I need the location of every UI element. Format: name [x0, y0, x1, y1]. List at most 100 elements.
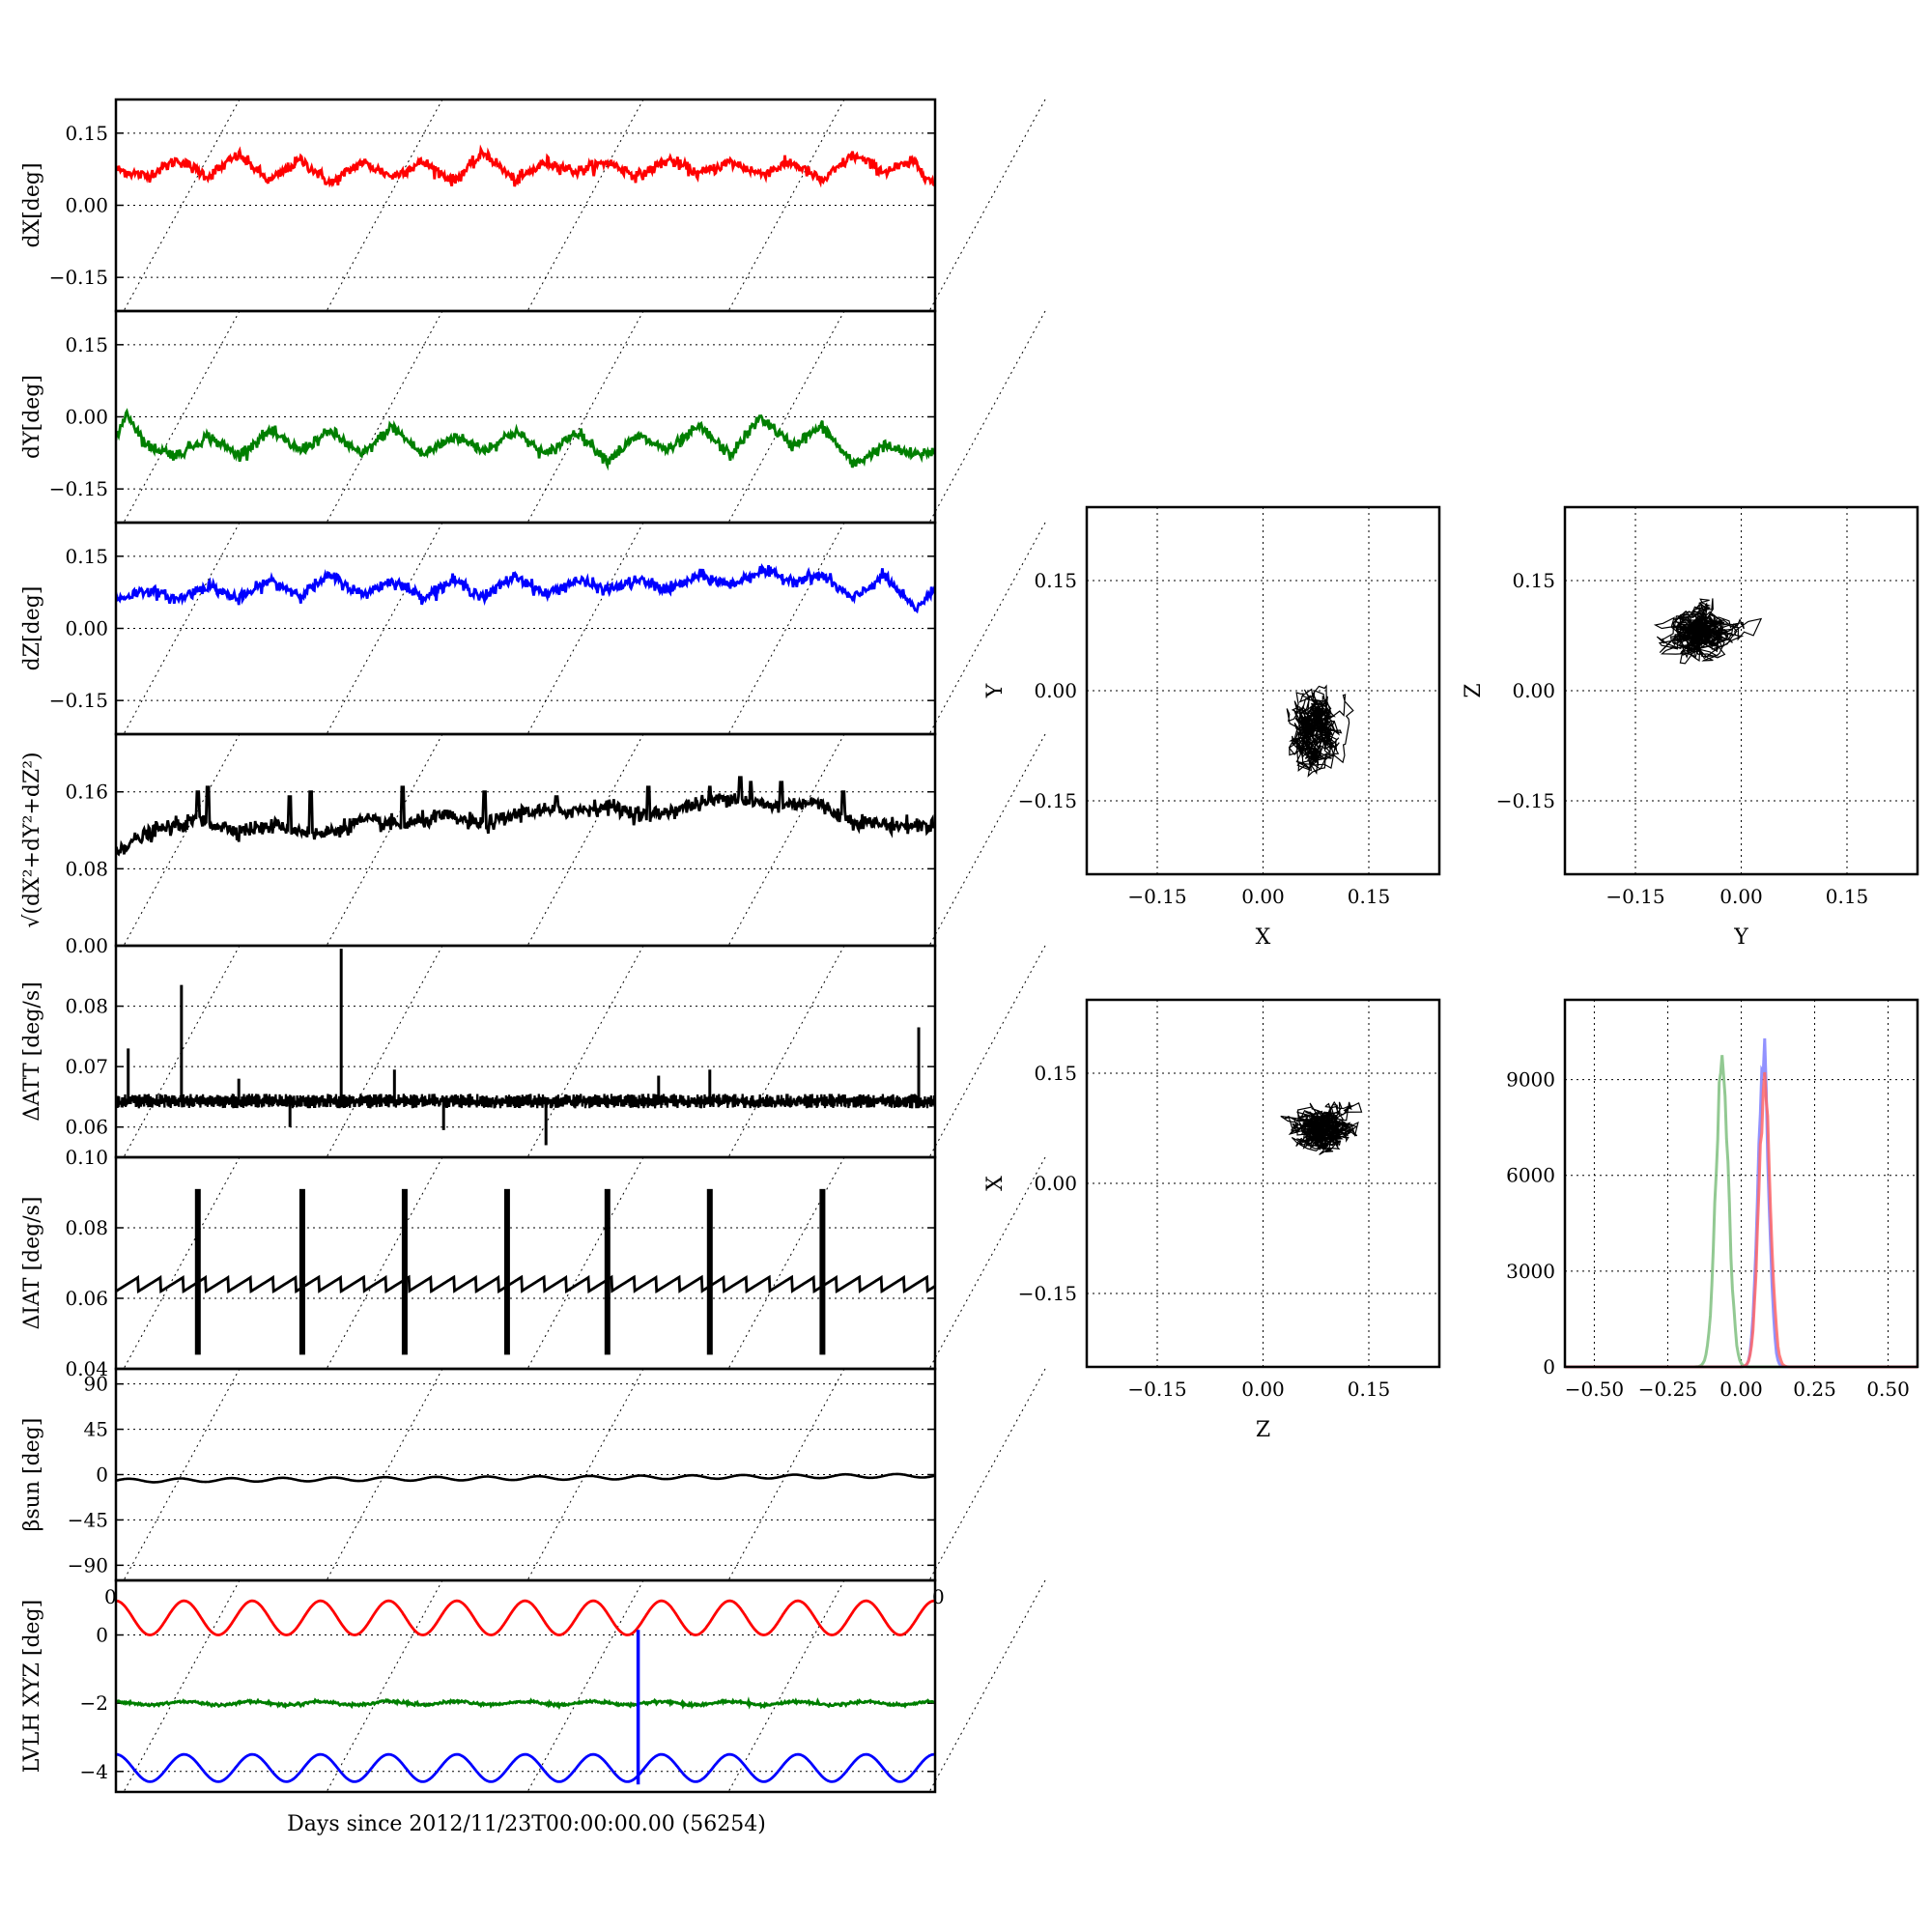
- series-line: [116, 1599, 935, 1636]
- y-tick-label: 0: [1543, 1355, 1555, 1378]
- y-tick-label: 0.00: [1034, 679, 1077, 702]
- y-tick-label: 0.16: [65, 781, 108, 804]
- y-tick-label: −0.15: [49, 266, 108, 289]
- x-gridline: [526, 1156, 644, 1370]
- x-gridline: [727, 733, 845, 947]
- x-tick-label: −0.15: [1605, 885, 1664, 908]
- time-panel-2: −0.15 0.00 0.15 dZ[deg]: [20, 521, 1046, 736]
- series-group: [116, 949, 935, 1146]
- scatter-trace: [1653, 598, 1763, 665]
- x-tick-label: 0.25: [1793, 1378, 1836, 1401]
- scatter-panel-YZ: −0.15 0.00 0.15 −0.15 0.00 0.15 Y Z: [1462, 505, 1919, 950]
- y-tick-label: 0.08: [65, 995, 108, 1018]
- y-tick-label: −0.15: [49, 477, 108, 500]
- y-tick-label: 0.00: [1512, 679, 1555, 702]
- y-tick-label: −4: [80, 1760, 108, 1783]
- y-tick-label: 0.15: [1034, 1062, 1077, 1085]
- histogram-panel: −0.50 −0.25 0.00 0.25 0.50 0 3000 6000 9000: [1506, 998, 1919, 1401]
- y-tick-label: −90: [68, 1553, 108, 1577]
- scatter-trace: [1280, 1100, 1363, 1155]
- y-tick-label: 0.06: [65, 1287, 108, 1310]
- panel-frame: [1563, 505, 1919, 876]
- y-axis-label: LVLH XYZ [deg]: [20, 1600, 44, 1774]
- x-tick-label: 0.50: [1866, 1378, 1910, 1401]
- time-panel-3: 0.00 0.08 0.16 √(dX²+dY²+dZ²): [20, 732, 1046, 957]
- y-axis-label: ΔIAT [deg/s]: [20, 1197, 44, 1330]
- x-tick-label-left: 0: [104, 1585, 117, 1608]
- time-panel-5: 0.04 0.06 0.08 0.10 ΔIAT [deg/s]: [20, 1146, 1046, 1380]
- burst: [706, 1188, 713, 1355]
- x-gridline: [123, 1579, 241, 1793]
- y-tick-label: 0.00: [1034, 1172, 1077, 1195]
- y-tick-label: 0.15: [65, 122, 108, 145]
- y-tick-label: 0.08: [65, 1216, 108, 1239]
- series-line: [116, 1752, 935, 1783]
- y-tick-label: −0.15: [1496, 789, 1555, 812]
- burst: [194, 1188, 201, 1355]
- y-tick-label: 0.15: [1512, 569, 1555, 592]
- x-axis-label: Days since 2012/11/23T00:00:00.00 (56254…: [287, 1812, 766, 1836]
- series-line: [116, 408, 935, 471]
- series-group: [116, 1472, 935, 1484]
- panel-frame: [114, 1578, 937, 1794]
- burst: [819, 1188, 826, 1355]
- time-panel-4: 0.06 0.07 0.08 ΔATT [deg/s]: [20, 944, 1046, 1159]
- x-tick-label-right: 0: [932, 1585, 945, 1608]
- series-group: [116, 144, 935, 188]
- burst: [604, 1188, 611, 1355]
- y-tick-label: 0: [96, 1463, 108, 1487]
- x-axis-label: X: [1256, 925, 1271, 950]
- y-tick-label: 6000: [1506, 1164, 1555, 1187]
- series-group: [116, 563, 935, 614]
- y-tick-label: −0.15: [1018, 1282, 1077, 1305]
- series-group: [116, 1188, 935, 1355]
- x-gridline: [526, 1579, 644, 1793]
- y-tick-label: −0.15: [49, 689, 108, 712]
- y-axis-label: dZ[deg]: [20, 586, 44, 671]
- y-tick-label: 3000: [1506, 1260, 1555, 1283]
- x-tick-label: −0.15: [1127, 885, 1186, 908]
- y-tick-label: 0.00: [65, 617, 108, 640]
- panels: −0.150.000.15dX[deg]−0.150.000.15dY[deg]…: [20, 98, 1919, 1794]
- x-tick-label: 0.00: [1241, 1378, 1285, 1401]
- x-gridline: [326, 733, 443, 947]
- y-tick-label: −2: [80, 1691, 108, 1715]
- y-axis-label: dY[deg]: [20, 375, 44, 459]
- y-tick-label: 0.00: [65, 406, 108, 429]
- y-axis-label: Z: [1462, 683, 1486, 697]
- x-tick-label: 0.00: [1241, 885, 1285, 908]
- y-tick-label: 0.15: [1034, 569, 1077, 592]
- panel-frame: [114, 1155, 937, 1371]
- x-gridline: [928, 99, 1046, 312]
- x-gridline: [928, 1368, 1046, 1581]
- y-tick-label: 0.04: [65, 1357, 108, 1380]
- y-tick-label: 0.15: [65, 545, 108, 568]
- series-line: [116, 144, 935, 188]
- x-gridline: [326, 1579, 443, 1793]
- y-tick-label: 0: [96, 1624, 108, 1647]
- x-tick-label: 0.15: [1348, 885, 1391, 908]
- y-tick-label: 9000: [1506, 1068, 1555, 1092]
- y-tick-label: 90: [84, 1373, 108, 1396]
- series-line: [116, 1472, 935, 1484]
- y-axis-label: ΔATT [deg/s]: [20, 981, 44, 1121]
- y-tick-label: 0.15: [65, 333, 108, 356]
- y-axis-label: βsun [deg]: [20, 1418, 44, 1532]
- y-tick-label: 0.07: [65, 1055, 108, 1078]
- x-gridline: [727, 1156, 845, 1370]
- scatter-trace: [1286, 684, 1354, 778]
- series-line: [116, 563, 935, 614]
- x-gridline: [727, 310, 845, 524]
- panel-frame: [1085, 998, 1441, 1369]
- y-tick-label: 0.06: [65, 1116, 108, 1139]
- x-gridline: [928, 945, 1046, 1158]
- time-panel-0: −0.15 0.00 0.15 dX[deg]: [20, 98, 1046, 313]
- time-panel-1: −0.15 0.00 0.15 dY[deg]: [20, 309, 1046, 525]
- x-gridline: [727, 99, 845, 312]
- scatter-panel-ZX: −0.15 0.00 0.15 −0.15 0.00 0.15 Z X: [983, 998, 1441, 1442]
- x-gridline: [326, 945, 443, 1158]
- burst: [503, 1188, 510, 1355]
- time-panel-7: −4 −2 0 LVLH XYZ [deg]: [20, 1578, 1046, 1794]
- x-gridline: [526, 733, 644, 947]
